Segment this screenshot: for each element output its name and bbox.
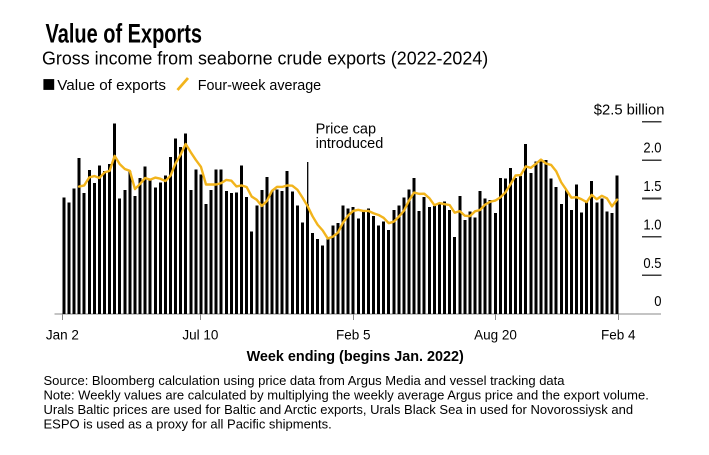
svg-text:Feb 5: Feb 5 [336, 327, 371, 342]
svg-text:$2.5 billion: $2.5 billion [594, 102, 665, 118]
svg-text:Feb 4: Feb 4 [601, 327, 636, 342]
svg-text:Source: Bloomberg calculation: Source: Bloomberg calculation using pric… [44, 373, 566, 388]
svg-text:1.5: 1.5 [643, 177, 661, 194]
svg-text:Week ending (begins Jan. 2022): Week ending (begins Jan. 2022) [247, 349, 464, 365]
svg-text:Gross income from seaborne cru: Gross income from seaborne crude exports… [42, 48, 488, 68]
svg-text:1.0: 1.0 [643, 216, 661, 233]
svg-text:Note: Weekly values are calcul: Note: Weekly values are calculated by mu… [44, 388, 649, 403]
svg-text:2.0: 2.0 [643, 139, 661, 156]
svg-text:Aug 20: Aug 20 [474, 327, 517, 342]
svg-text:Value of Exports: Value of Exports [46, 19, 203, 50]
svg-text:Value of exports: Value of exports [57, 77, 166, 94]
svg-text:0: 0 [654, 292, 661, 309]
svg-text:ESPO is used as a proxy for al: ESPO is used as a proxy for all Pacific … [44, 416, 332, 431]
svg-text:introduced: introduced [316, 136, 384, 152]
svg-text:Jul 10: Jul 10 [182, 327, 218, 342]
svg-text:Urals Baltic prices are used f: Urals Baltic prices are used for Baltic … [44, 402, 634, 417]
svg-text:Price cap: Price cap [316, 121, 376, 137]
svg-text:Four-week average: Four-week average [198, 78, 321, 94]
svg-text:0.5: 0.5 [643, 254, 661, 271]
svg-text:Jan 2: Jan 2 [46, 327, 79, 342]
